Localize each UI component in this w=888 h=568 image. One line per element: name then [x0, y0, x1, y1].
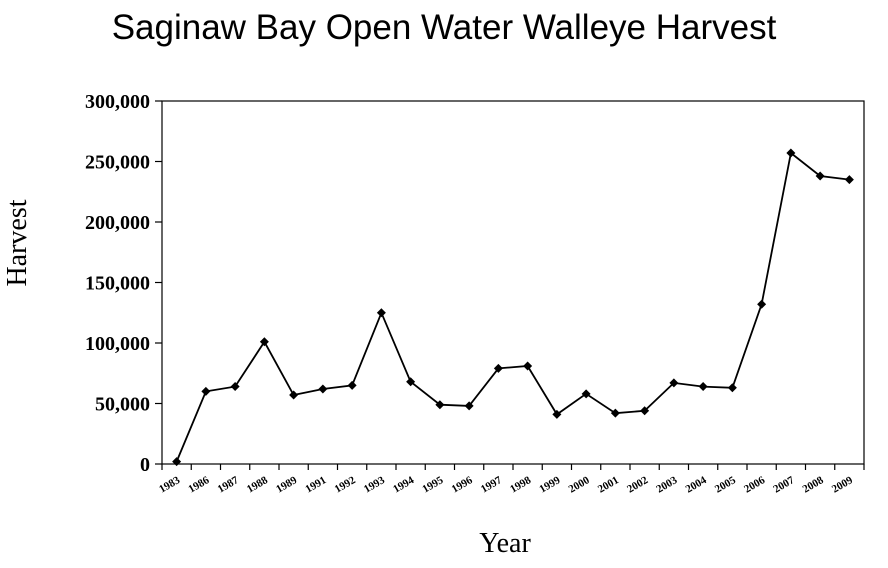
- data-point-marker: [464, 401, 474, 411]
- data-point-marker: [815, 171, 825, 181]
- y-tick-label: 100,000: [85, 333, 150, 355]
- y-tick-label: 300,000: [85, 91, 150, 113]
- x-tick-label: 1999: [537, 474, 562, 496]
- data-point-marker: [201, 386, 211, 396]
- x-tick-label: 1988: [245, 474, 270, 496]
- x-tick-label: 1983: [157, 474, 182, 496]
- x-tick-label: 2008: [801, 474, 826, 496]
- plot-area-frame: [161, 100, 865, 465]
- y-tick-label: 200,000: [85, 212, 150, 234]
- series-line: [175, 151, 850, 462]
- x-tick-label: 1996: [450, 474, 475, 496]
- data-point-marker: [376, 308, 386, 318]
- y-tick-label: 0: [140, 454, 150, 476]
- x-tick-label: 1992: [333, 474, 358, 496]
- x-axis-label: Year: [479, 528, 531, 559]
- x-tick-label: 2004: [684, 474, 709, 496]
- x-tick-label: 1997: [479, 474, 504, 496]
- x-tick-label: 1989: [274, 474, 299, 496]
- data-point-marker: [230, 382, 240, 392]
- x-tick-label: 1998: [508, 474, 533, 496]
- x-tick-label: 2007: [771, 474, 796, 496]
- data-point-marker: [581, 389, 591, 399]
- data-point-marker: [727, 383, 737, 393]
- x-tick-label: 1986: [186, 474, 211, 496]
- data-point-marker: [552, 409, 562, 419]
- data-point-marker: [435, 400, 445, 410]
- y-tick-label: 50,000: [95, 394, 150, 416]
- x-tick-label: 1995: [420, 474, 445, 496]
- data-point-marker: [669, 378, 679, 388]
- data-point-marker: [259, 337, 269, 347]
- y-tick-label: 250,000: [85, 152, 150, 174]
- x-tick-label: 2002: [625, 474, 650, 496]
- x-tick-label: 2003: [654, 474, 679, 496]
- x-tick-label: 1987: [216, 474, 241, 496]
- x-tick-label: 2001: [596, 474, 621, 495]
- data-point-marker: [640, 406, 650, 416]
- data-point-marker: [786, 148, 796, 158]
- data-point-marker: [844, 175, 854, 185]
- data-point-marker: [698, 382, 708, 392]
- data-point-marker: [318, 384, 328, 394]
- data-point-marker: [347, 380, 357, 390]
- y-tick-label: 150,000: [85, 273, 150, 295]
- x-tick-label: 1993: [362, 474, 387, 496]
- data-point-marker: [406, 377, 416, 387]
- data-point-marker: [172, 457, 182, 467]
- x-tick-label: 2009: [830, 474, 855, 496]
- data-point-marker: [289, 390, 299, 400]
- x-tick-label: 1991: [303, 474, 328, 495]
- x-tick-label: 1994: [391, 474, 416, 496]
- x-tick-label: 2006: [742, 474, 767, 496]
- data-point-marker: [610, 408, 620, 418]
- chart-title: Saginaw Bay Open Water Walleye Harvest: [111, 8, 777, 47]
- data-point-marker: [757, 299, 767, 309]
- x-tick-label: 2005: [713, 474, 738, 496]
- x-tick-label: 2000: [567, 474, 592, 496]
- data-point-marker: [493, 363, 503, 373]
- data-point-marker: [523, 361, 533, 371]
